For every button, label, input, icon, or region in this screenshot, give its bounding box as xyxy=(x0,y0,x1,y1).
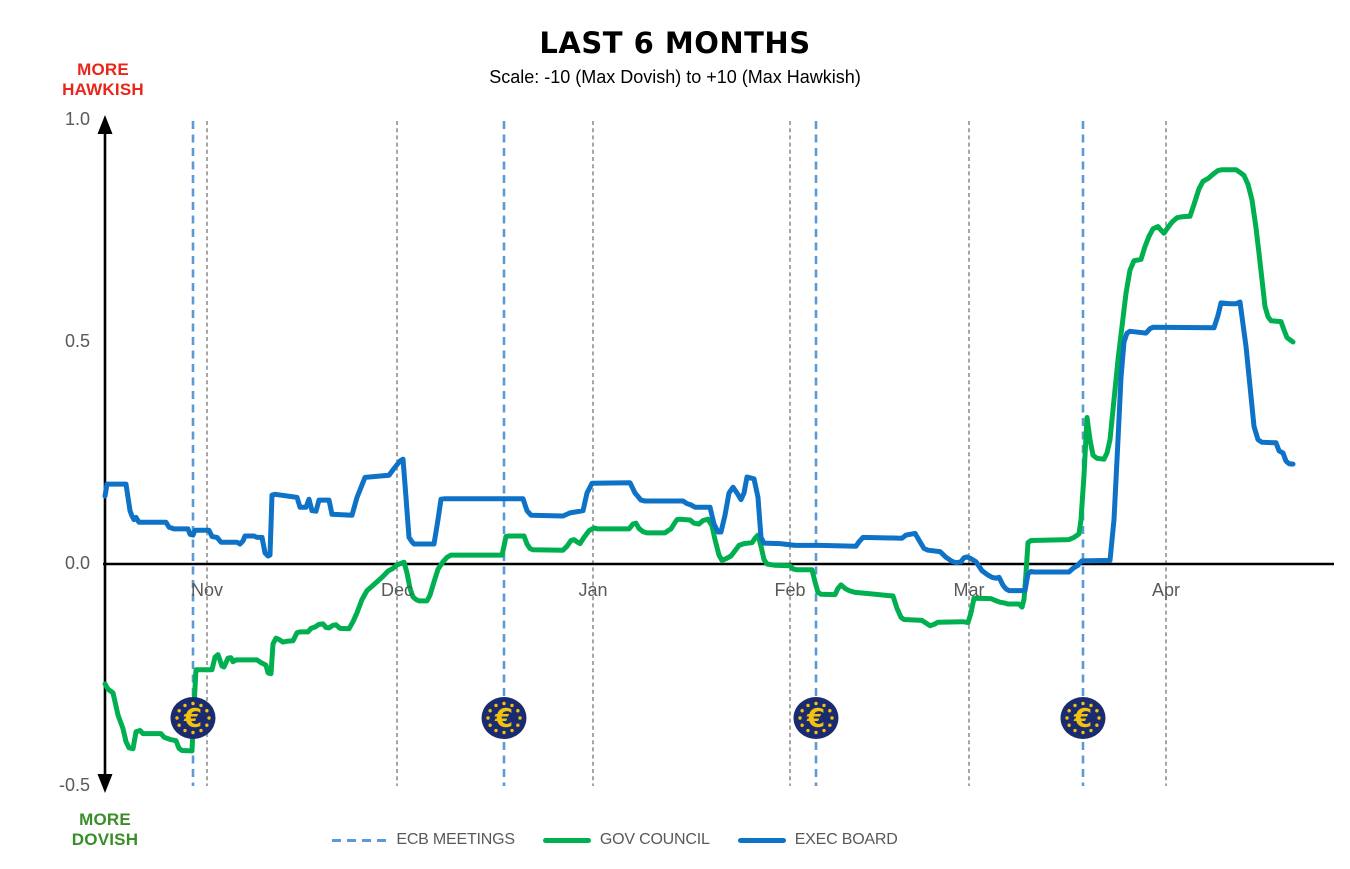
x-axis-month-label: Apr xyxy=(1151,580,1180,600)
svg-text:€: € xyxy=(1073,704,1092,734)
y-axis-tick-label: -0.5 xyxy=(58,775,90,795)
gov-council-swatch-icon xyxy=(542,837,591,843)
more-dovish-label: MORE DOVISH xyxy=(71,810,139,849)
legend-label: GOV COUNCIL xyxy=(599,831,710,848)
y-axis-up-arrow-icon xyxy=(97,115,113,134)
legend: ECB MEETINGS GOV COUNCIL EXEC BOARD xyxy=(0,831,1350,849)
euro-coin-icon: € xyxy=(1060,697,1106,739)
chart-title: LAST 6 MONTHS xyxy=(539,26,811,60)
euro-coin-icon: € xyxy=(793,697,839,739)
svg-text:€: € xyxy=(806,704,825,734)
legend-label: ECB MEETINGS xyxy=(396,831,515,848)
x-axis-month-label: Feb xyxy=(774,580,806,600)
y-axis-tick-label: 1.0 xyxy=(64,109,90,129)
x-axis-month-label: Dec xyxy=(380,580,413,600)
exec-board-line xyxy=(102,299,1296,594)
ecb-meetings-swatch-icon xyxy=(332,838,388,842)
chart-subtitle: Scale: -10 (Max Dovish) to +10 (Max Hawk… xyxy=(489,67,861,87)
euro-coin-icon: € xyxy=(481,697,527,739)
gov-council-line xyxy=(102,167,1296,754)
legend-item-gov-council: GOV COUNCIL xyxy=(542,831,710,849)
legend-item-ecb-meetings: ECB MEETINGS xyxy=(332,831,515,849)
svg-text:€: € xyxy=(494,704,513,734)
y-axis-tick-label: 0.0 xyxy=(64,553,90,573)
x-axis-month-label: Mar xyxy=(953,580,985,600)
legend-label: EXEC BOARD xyxy=(794,831,898,848)
x-axis-month-label: Nov xyxy=(190,580,223,600)
svg-text:€: € xyxy=(183,704,202,734)
euro-coin-icon: € xyxy=(170,697,216,739)
exec-board-swatch-icon xyxy=(737,837,786,843)
legend-item-exec-board: EXEC BOARD xyxy=(737,831,898,849)
y-axis-tick-label: 0.5 xyxy=(64,331,90,351)
more-hawkish-label: MORE HAWKISH xyxy=(62,60,144,99)
y-axis-down-arrow-icon xyxy=(97,774,113,793)
x-axis-month-label: Jan xyxy=(578,580,608,600)
